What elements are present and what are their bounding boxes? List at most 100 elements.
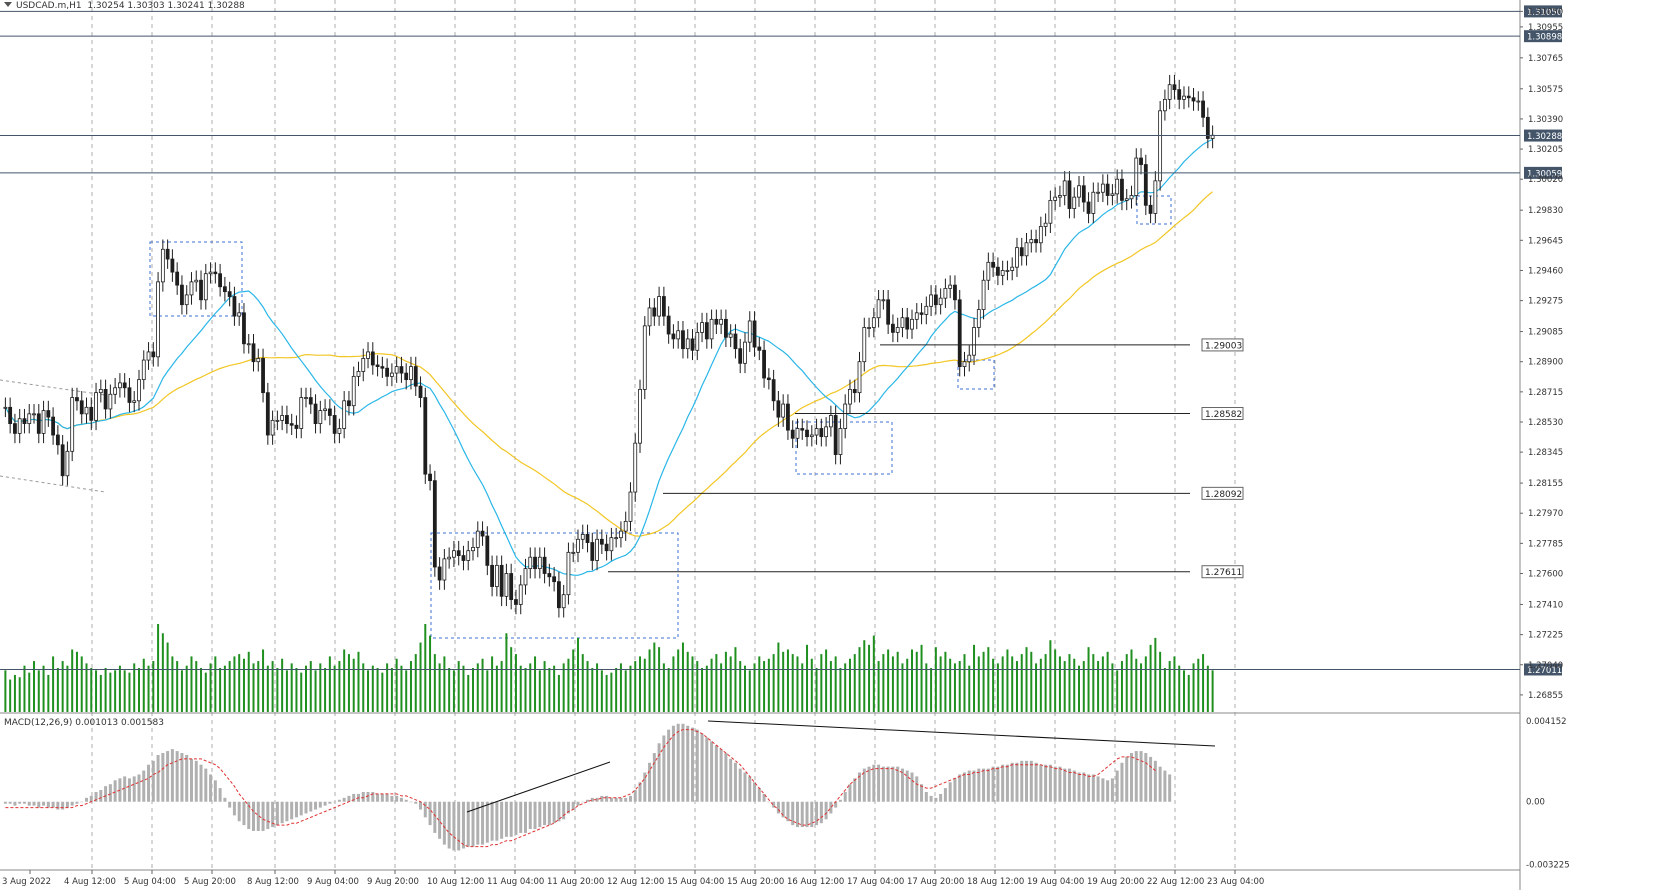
- candle-body: [838, 428, 843, 455]
- candle-body: [1058, 195, 1062, 198]
- volume-bar: [214, 656, 217, 712]
- volume-bar: [915, 651, 918, 712]
- macd-signal-line: [5, 729, 1156, 848]
- volume-bar: [648, 649, 651, 712]
- volume-bar: [1039, 658, 1042, 712]
- candle-body: [351, 375, 356, 407]
- macd-bar: [662, 735, 666, 802]
- macd-bar: [543, 801, 547, 826]
- level-tag: [1524, 129, 1562, 142]
- macd-bar: [547, 801, 551, 826]
- macd-panel: 0.004152 0.00 -0.003225: [3, 717, 1570, 871]
- macd-bar: [848, 784, 852, 802]
- x-tick-label: 12 Aug 12:00: [607, 877, 664, 887]
- macd-bar: [566, 801, 570, 814]
- candle-body: [471, 547, 475, 552]
- volume-bar: [61, 661, 64, 712]
- volume-bar: [176, 661, 179, 712]
- candle-body: [709, 318, 714, 340]
- volume-bar: [195, 661, 198, 712]
- candle-body: [113, 387, 118, 395]
- volume-bar: [390, 668, 393, 712]
- volume-bar: [476, 663, 479, 712]
- candle-body: [323, 408, 327, 411]
- volume-bar: [1078, 665, 1081, 712]
- macd-bar: [1153, 760, 1157, 802]
- y-tick-label: 1.31050: [1528, 7, 1563, 17]
- macd-bar: [972, 770, 976, 802]
- candle-body: [332, 415, 337, 434]
- volume-bar: [1058, 656, 1061, 712]
- candle-body: [165, 248, 170, 260]
- candle-body: [1196, 100, 1201, 103]
- volume-bar: [724, 651, 727, 712]
- candle-body: [747, 320, 752, 343]
- dropdown-icon[interactable]: [4, 2, 12, 7]
- volume-bar: [1135, 658, 1138, 712]
- volume-bar: [400, 665, 403, 712]
- macd-bar: [705, 737, 709, 802]
- volume-bar: [1130, 649, 1133, 712]
- candle-body: [1205, 116, 1210, 139]
- candle-body: [690, 338, 695, 351]
- macd-bar: [471, 801, 475, 847]
- macd-bar: [590, 797, 594, 802]
- macd-bar: [1039, 764, 1043, 802]
- volume-bar: [495, 665, 498, 712]
- volume-bar: [510, 647, 513, 712]
- candle-body: [995, 266, 1000, 276]
- candle-body: [1081, 185, 1086, 203]
- zone-box: [957, 359, 995, 390]
- volume-bar: [1202, 654, 1205, 712]
- volume-bar: [743, 665, 746, 712]
- candle-body: [222, 286, 227, 293]
- volume-bar: [85, 663, 88, 712]
- candle-body: [576, 538, 580, 553]
- candle-body: [17, 418, 22, 434]
- volume-bar: [343, 649, 346, 712]
- volume-bar: [209, 663, 212, 712]
- candle-body: [991, 261, 996, 268]
- candle-body: [89, 406, 94, 421]
- volume-bar: [1111, 663, 1114, 712]
- candle-body: [194, 279, 199, 283]
- volume-bar: [276, 668, 279, 712]
- volume-bar: [99, 674, 102, 712]
- candle-body: [590, 542, 595, 561]
- candle-body: [1162, 98, 1167, 112]
- macd-bar: [94, 792, 98, 802]
- macd-bar: [939, 793, 943, 802]
- candle-body: [418, 385, 423, 398]
- macd-bar: [1058, 766, 1062, 802]
- macd-bar: [600, 795, 604, 802]
- macd-bar: [571, 801, 575, 810]
- volume-bar: [748, 670, 751, 712]
- macd-bar: [485, 801, 489, 843]
- volume-bar: [944, 651, 947, 712]
- macd-bar: [748, 776, 752, 802]
- zone-box: [1136, 195, 1172, 225]
- macd-bar: [1082, 772, 1086, 802]
- macd-bar: [924, 792, 928, 802]
- volume-bar: [118, 665, 121, 712]
- macd-bar: [156, 754, 160, 802]
- candle-body: [1024, 242, 1029, 257]
- macd-bar: [347, 795, 351, 802]
- volume-bar: [896, 651, 899, 712]
- volume-bar: [887, 649, 890, 712]
- macd-bar: [247, 801, 251, 830]
- volume-bar: [619, 663, 622, 712]
- macd-bar: [438, 801, 442, 839]
- volume-bar: [534, 656, 537, 712]
- macd-bar: [42, 801, 46, 806]
- volume-bar: [691, 656, 694, 712]
- macd-bar: [213, 780, 217, 802]
- x-tick-label: 10 Aug 12:00: [427, 877, 484, 887]
- volume-bar: [596, 663, 599, 712]
- support-label-box: [1201, 338, 1244, 352]
- volume-bar: [1044, 654, 1047, 712]
- macd-bar: [242, 801, 246, 826]
- macd-bar: [170, 749, 174, 802]
- macd-bar: [881, 766, 885, 802]
